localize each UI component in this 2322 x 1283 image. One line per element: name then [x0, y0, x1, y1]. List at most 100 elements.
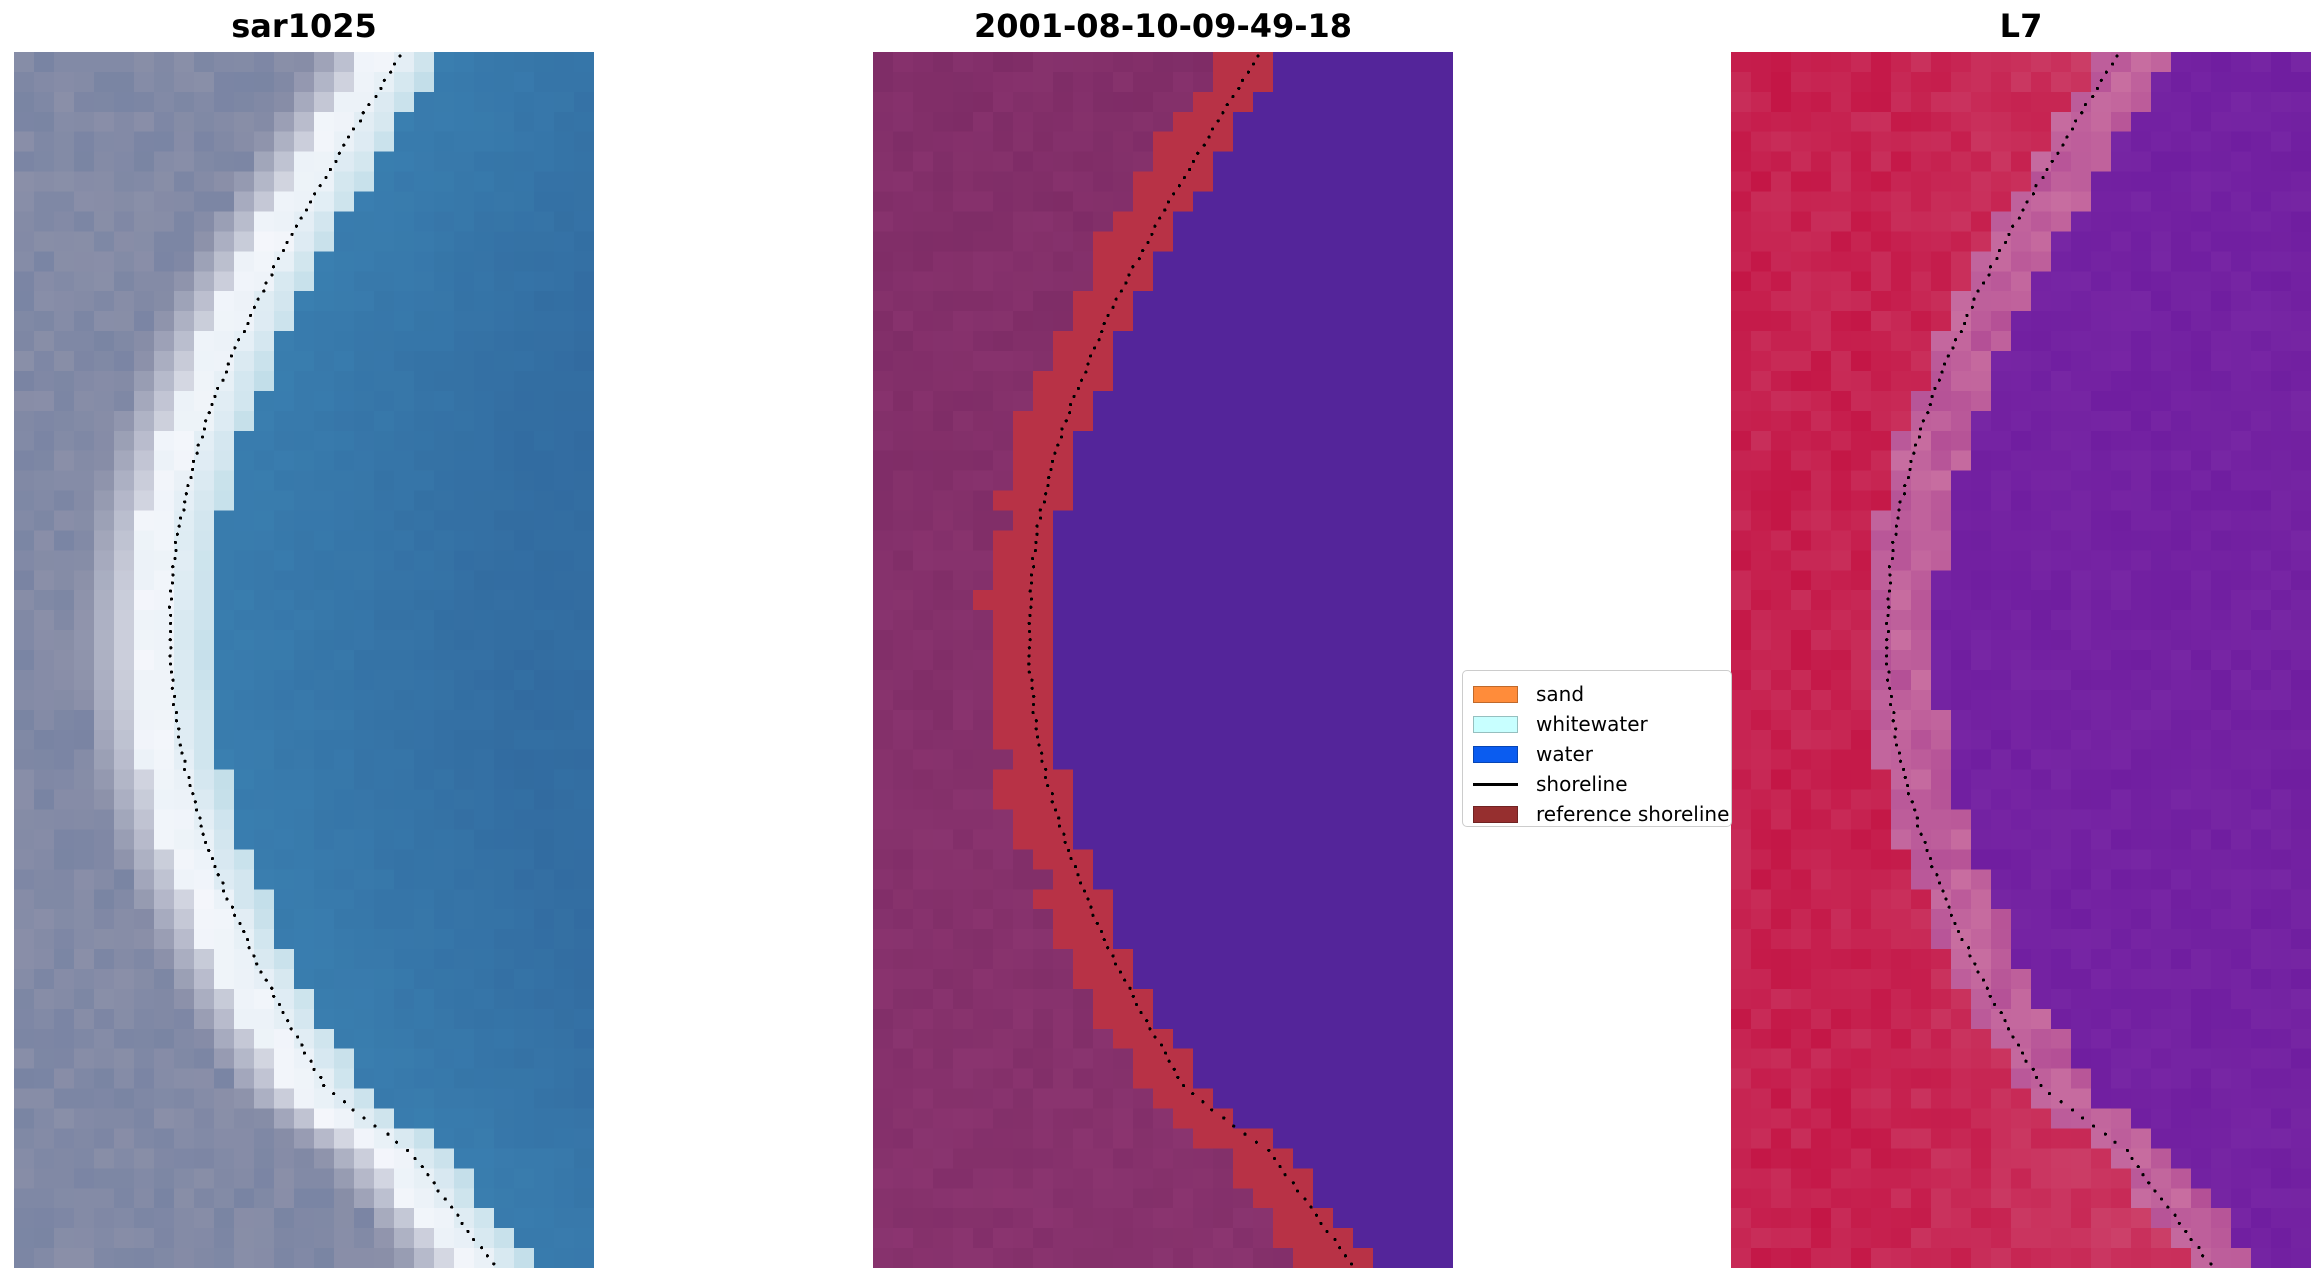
image-pixel [74, 1128, 95, 1149]
image-pixel [74, 1108, 95, 1130]
image-pixel [1771, 689, 1792, 711]
image-pixel [1213, 450, 1234, 472]
image-pixel [1233, 131, 1254, 153]
image-pixel [993, 829, 1014, 850]
image-pixel [1213, 530, 1234, 551]
image-pixel [234, 829, 255, 850]
image-pixel [1413, 331, 1434, 352]
image-pixel [1393, 131, 1414, 153]
image-pixel [1751, 510, 1772, 532]
image-pixel [953, 271, 974, 292]
image-pixel [873, 889, 894, 910]
image-pixel [234, 490, 255, 512]
image-pixel [1313, 71, 1334, 93]
image-pixel [893, 1068, 914, 1090]
image-pixel [2111, 570, 2132, 591]
image-pixel [1373, 530, 1394, 551]
image-pixel [1811, 111, 1832, 133]
image-pixel [2211, 111, 2232, 133]
image-pixel [1313, 988, 1334, 1010]
image-pixel [1153, 530, 1174, 551]
image-pixel [114, 450, 135, 472]
image-pixel [2191, 490, 2212, 512]
image-pixel [434, 231, 455, 252]
image-pixel [1433, 111, 1453, 133]
image-pixel [1293, 1228, 1314, 1249]
image-pixel [2071, 769, 2092, 791]
image-pixel [1253, 311, 1274, 332]
image-pixel [154, 729, 175, 751]
image-pixel [1013, 410, 1034, 432]
image-pixel [1113, 530, 1134, 551]
image-pixel [114, 52, 135, 73]
image-pixel [334, 789, 355, 811]
image-pixel [374, 1208, 395, 1229]
image-pixel [1751, 689, 1772, 711]
image-pixel [913, 530, 934, 551]
image-pixel [534, 689, 555, 711]
image-pixel [454, 1048, 475, 1070]
image-pixel [1731, 390, 1752, 412]
shoreline-point [1054, 808, 1058, 812]
image-pixel [2091, 450, 2112, 472]
image-pixel [154, 769, 175, 791]
image-pixel [1093, 1088, 1114, 1110]
image-pixel [1991, 470, 2012, 492]
image-pixel [554, 1068, 575, 1090]
image-pixel [1073, 689, 1094, 711]
image-pixel [1193, 530, 1214, 551]
image-pixel [534, 291, 555, 312]
shoreline-point [180, 751, 184, 755]
image-pixel [2131, 410, 2152, 432]
image-pixel [1433, 729, 1453, 751]
image-pixel [274, 271, 295, 292]
image-pixel [1991, 630, 2012, 651]
image-pixel [1213, 211, 1234, 233]
image-pixel [1951, 729, 1972, 751]
image-pixel [1951, 111, 1972, 133]
image-pixel [514, 570, 535, 591]
image-pixel [134, 311, 155, 332]
image-pixel [1911, 470, 1932, 492]
image-pixel [154, 630, 175, 651]
image-pixel [154, 211, 175, 233]
image-pixel [2131, 331, 2152, 352]
image-pixel [114, 530, 135, 551]
image-pixel [1851, 251, 1872, 272]
image-pixel [254, 71, 275, 93]
image-pixel [1033, 271, 1054, 292]
image-pixel [1073, 949, 1094, 970]
image-pixel [214, 650, 235, 671]
image-pixel [1313, 231, 1334, 252]
image-pixel [1393, 291, 1414, 312]
image-pixel [1831, 709, 1852, 731]
image-pixel [893, 450, 914, 472]
shoreline-point [1102, 321, 1106, 326]
image-pixel [953, 1148, 974, 1169]
image-pixel [1273, 669, 1294, 691]
image-pixel [1971, 271, 1992, 292]
image-pixel [74, 251, 95, 272]
image-pixel [913, 669, 934, 691]
image-pixel [574, 331, 594, 352]
shoreline-point [1089, 905, 1093, 909]
image-pixel [1133, 1108, 1154, 1130]
image-pixel [1971, 171, 1992, 193]
image-pixel [154, 111, 175, 133]
image-pixel [174, 669, 195, 691]
shoreline-point [1063, 840, 1067, 844]
image-pixel [1731, 689, 1752, 711]
image-pixel [1353, 1188, 1374, 1209]
shoreline-point [351, 1108, 355, 1112]
image-pixel [1273, 929, 1294, 950]
image-pixel [1133, 570, 1154, 591]
image-pixel [2031, 450, 2052, 472]
image-pixel [1233, 370, 1254, 392]
image-pixel [1771, 71, 1792, 93]
image-pixel [2271, 370, 2292, 392]
image-pixel [234, 1088, 255, 1110]
image-pixel [1871, 351, 1892, 372]
image-pixel [1133, 510, 1154, 532]
image-pixel [1731, 729, 1752, 751]
image-pixel [2231, 809, 2252, 831]
